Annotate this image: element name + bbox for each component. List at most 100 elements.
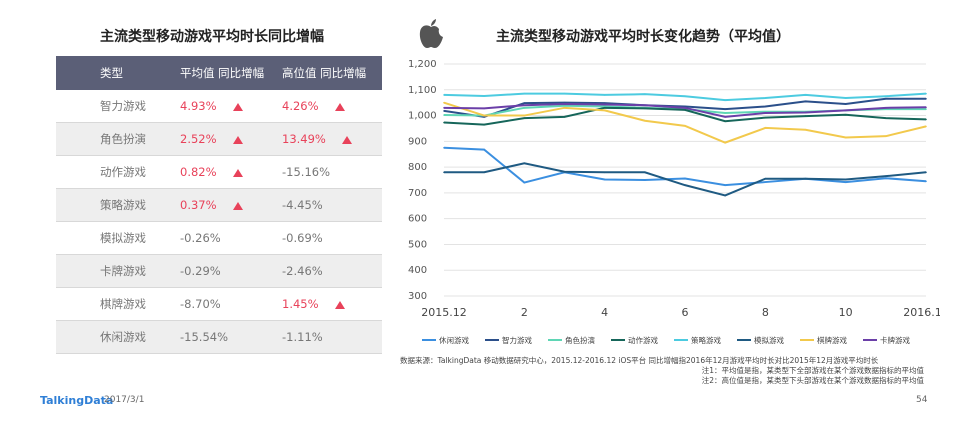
type-cell-value: 棋牌游戏 — [100, 297, 146, 311]
table-row: 策略游戏 0.37% -4.45% — [56, 188, 382, 222]
data-point — [764, 105, 767, 108]
data-point — [844, 97, 847, 99]
up-triangle-icon — [341, 135, 352, 144]
source-note: 数据来源：TalkingData 移动数据研究中心，2015.12-2016.1… — [400, 356, 879, 365]
legend-label: 卡牌游戏 — [880, 335, 910, 345]
data-point — [563, 104, 566, 107]
type-cell-value: 休闲游戏 — [100, 330, 146, 344]
y-tick-label: 600 — [408, 214, 427, 225]
type-cell: 模拟游戏 — [56, 221, 180, 255]
data-point — [644, 119, 646, 122]
data-point — [563, 116, 566, 118]
data-point — [885, 98, 887, 100]
type-cell-value: 策略游戏 — [100, 198, 146, 212]
high-cell: 13.49% — [282, 122, 382, 156]
y-tick-label: 800 — [408, 162, 427, 173]
data-point — [523, 102, 526, 104]
data-point — [925, 180, 927, 183]
up-triangle-icon — [232, 168, 243, 177]
data-point — [844, 136, 847, 139]
table-row: 卡牌游戏 -0.29% -2.46% — [56, 254, 382, 288]
up-triangle-icon — [232, 135, 243, 144]
high-cell: -0.69% — [282, 221, 382, 255]
type-cell: 棋牌游戏 — [56, 287, 180, 321]
high-cell-value: -1.11% — [282, 330, 323, 344]
high-cell-value: -2.46% — [282, 264, 323, 278]
avg-cell-value: -8.70% — [180, 297, 221, 311]
data-point — [764, 177, 767, 180]
avg-cell: -0.29% — [180, 254, 282, 288]
data-point — [443, 121, 445, 124]
up-triangle-icon — [232, 201, 243, 210]
data-point — [523, 117, 526, 119]
trend-chart: 300 400 500 600 700 800 900 1,000 1,100 1,200 2015… — [408, 59, 940, 345]
data-point — [523, 107, 526, 109]
type-cell-value: 模拟游戏 — [100, 231, 146, 245]
data-point — [684, 125, 686, 127]
header-high: 高位值 同比增幅 — [282, 56, 382, 90]
data-point — [804, 128, 807, 131]
y-tick-label: 1,000 — [408, 111, 437, 122]
table-row: 模拟游戏 -0.26% -0.69% — [56, 221, 382, 255]
data-point — [644, 171, 646, 174]
data-point — [844, 109, 847, 112]
data-point — [885, 107, 887, 109]
avg-cell-value: 2.52% — [180, 132, 217, 146]
avg-cell-value: 0.37% — [180, 198, 217, 212]
footer-date: 2017/3/1 — [104, 395, 145, 405]
legend-label: 策略游戏 — [691, 335, 721, 345]
data-point — [885, 117, 887, 119]
data-point — [724, 184, 726, 186]
table-row: 棋牌游戏 -8.70% 1.45% — [56, 287, 382, 321]
chart-title: 主流类型移动游戏平均时长变化趋势（平均值） — [496, 29, 790, 45]
high-cell-value: -15.16% — [282, 165, 330, 179]
data-point — [523, 104, 526, 107]
avg-cell: 0.37% — [180, 188, 282, 222]
data-point — [443, 110, 445, 112]
avg-cell-value: -0.29% — [180, 264, 221, 278]
data-point — [483, 148, 485, 151]
type-cell-value: 角色扮演 — [100, 132, 146, 146]
data-point — [443, 107, 445, 109]
legend-label: 模拟游戏 — [754, 335, 784, 345]
high-cell-value: 13.49% — [282, 132, 326, 146]
data-point — [563, 170, 566, 173]
data-point — [523, 181, 526, 184]
data-point — [443, 171, 445, 174]
data-point — [603, 171, 606, 174]
x-tick-label: 6 — [682, 306, 689, 319]
data-point — [724, 108, 726, 110]
brand-logo: TalkingData — [40, 394, 114, 407]
apple-icon — [419, 19, 443, 48]
legend-label: 智力游戏 — [502, 335, 532, 345]
up-triangle-icon — [232, 102, 243, 111]
x-tick-label: 2016.12 — [903, 306, 940, 319]
table-header-row: 类型 平均值 同比增幅 高位值 同比增幅 — [56, 56, 382, 90]
data-point — [925, 171, 927, 174]
data-point — [724, 112, 726, 114]
header-avg: 平均值 同比增幅 — [180, 56, 282, 90]
high-cell-value: -0.69% — [282, 231, 323, 245]
data-point — [724, 99, 726, 101]
data-point — [684, 95, 686, 98]
data-point — [764, 116, 767, 119]
high-cell-value: -4.45% — [282, 198, 323, 212]
data-point — [563, 92, 566, 95]
data-point — [443, 146, 445, 149]
data-point — [804, 94, 807, 96]
table-row: 智力游戏 4.93% 4.26% — [56, 90, 382, 123]
data-point — [804, 111, 807, 114]
type-cell: 卡牌游戏 — [56, 254, 180, 288]
data-point — [844, 103, 847, 105]
data-point — [483, 171, 485, 174]
data-point — [644, 107, 646, 110]
x-tick-label: 8 — [762, 306, 769, 319]
high-cell-value: 4.26% — [282, 99, 319, 113]
avg-cell: 2.52% — [180, 122, 282, 156]
avg-cell-value: -0.26% — [180, 231, 221, 245]
data-point — [603, 109, 606, 112]
data-point — [804, 115, 807, 117]
high-cell: -1.11% — [282, 320, 382, 354]
table-title: 主流类型移动游戏平均时长同比增幅 — [100, 29, 324, 45]
y-tick-label: 1,100 — [408, 85, 437, 96]
